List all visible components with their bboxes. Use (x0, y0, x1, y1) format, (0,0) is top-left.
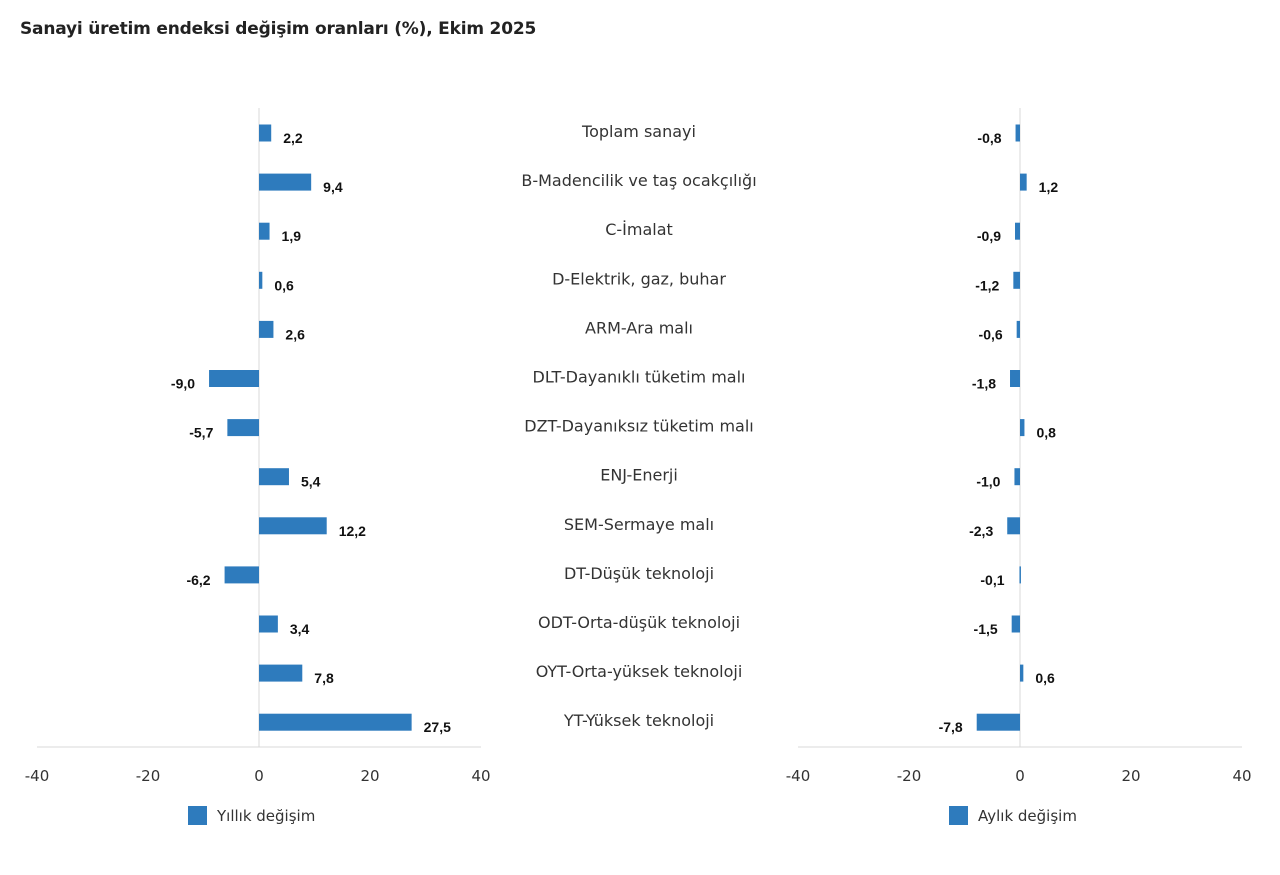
data-label: -0,8 (977, 130, 1001, 146)
data-label: 12,2 (339, 523, 366, 539)
bar (1020, 419, 1025, 437)
x-tick-label: -40 (25, 767, 50, 785)
bar (1019, 566, 1021, 584)
bar (259, 615, 278, 633)
bar (1020, 664, 1024, 682)
category-label: ARM-Ara malı (585, 318, 693, 337)
x-tick-label: 20 (1121, 767, 1140, 785)
data-label: 0,6 (1035, 670, 1055, 686)
data-label: 1,9 (282, 228, 302, 244)
chart-title: Sanayi üretim endeksi değişim oranları (… (20, 19, 537, 39)
bar (1016, 320, 1020, 338)
bar (259, 124, 272, 142)
category-label: C-İmalat (605, 220, 673, 239)
data-label: -5,7 (189, 425, 213, 441)
legend-swatch (188, 806, 207, 825)
data-label: -0,9 (977, 228, 1001, 244)
data-label: -1,2 (975, 277, 999, 293)
data-label: -1,5 (974, 621, 998, 637)
x-tick-label: 40 (1232, 767, 1251, 785)
data-label: -1,0 (976, 474, 1000, 490)
category-label: OYT-Orta-yüksek teknoloji (536, 662, 743, 681)
data-label: -7,8 (939, 719, 963, 735)
category-label: B-Madencilik ve taş ocakçılığı (521, 171, 756, 190)
bar (259, 713, 412, 731)
bar (259, 468, 289, 486)
data-label: -6,2 (186, 572, 210, 588)
category-label: DLT-Dayanıklı tüketim malı (533, 368, 746, 387)
x-tick-label: -20 (897, 767, 922, 785)
bar (259, 517, 327, 535)
data-label: 2,2 (283, 130, 303, 146)
x-tick-label: -40 (786, 767, 811, 785)
bar (1010, 370, 1020, 387)
data-label: 2,6 (285, 326, 305, 342)
data-label: 9,4 (323, 179, 343, 195)
data-label: 0,8 (1036, 425, 1056, 441)
bar (209, 370, 259, 387)
data-label: -2,3 (969, 523, 993, 539)
data-label: 3,4 (290, 621, 310, 637)
category-label: DT-Düşük teknoloji (564, 564, 714, 583)
category-label: Toplam sanayi (581, 122, 696, 141)
bar (1014, 468, 1020, 486)
data-label: 7,8 (314, 670, 334, 686)
bar (1011, 615, 1020, 633)
bar (227, 419, 259, 437)
category-label: ODT-Orta-düşük teknoloji (538, 613, 740, 632)
data-label: -0,6 (979, 326, 1003, 342)
x-tick-label: 40 (471, 767, 490, 785)
x-tick-label: 0 (1015, 767, 1025, 785)
x-tick-label: 0 (254, 767, 264, 785)
category-label: SEM-Sermaye malı (564, 515, 714, 534)
category-label: ENJ-Enerji (600, 466, 678, 485)
legend-label: Yıllık değişim (216, 807, 315, 825)
data-label: 0,6 (274, 277, 294, 293)
bar (1013, 271, 1020, 289)
bar (1007, 517, 1020, 535)
bar (259, 271, 263, 289)
bar (259, 664, 303, 682)
data-label: -0,1 (980, 572, 1004, 588)
legend-swatch (949, 806, 968, 825)
data-label: -9,0 (171, 376, 195, 392)
bar (1015, 124, 1020, 142)
bar (1015, 222, 1020, 240)
category-label: YT-Yüksek teknoloji (563, 711, 714, 730)
bar (259, 222, 270, 240)
x-tick-label: 20 (360, 767, 379, 785)
category-label: DZT-Dayanıksız tüketim malı (524, 417, 754, 436)
data-label: -1,8 (972, 376, 996, 392)
bar (259, 173, 312, 191)
x-tick-label: -20 (136, 767, 161, 785)
bar (224, 566, 259, 584)
data-label: 5,4 (301, 474, 321, 490)
category-label: D-Elektrik, gaz, buhar (552, 269, 726, 288)
data-label: 1,2 (1039, 179, 1059, 195)
bar (976, 713, 1020, 731)
bar (259, 320, 274, 338)
bar (1020, 173, 1027, 191)
legend-label: Aylık değişim (978, 807, 1077, 825)
data-label: 27,5 (424, 719, 451, 735)
